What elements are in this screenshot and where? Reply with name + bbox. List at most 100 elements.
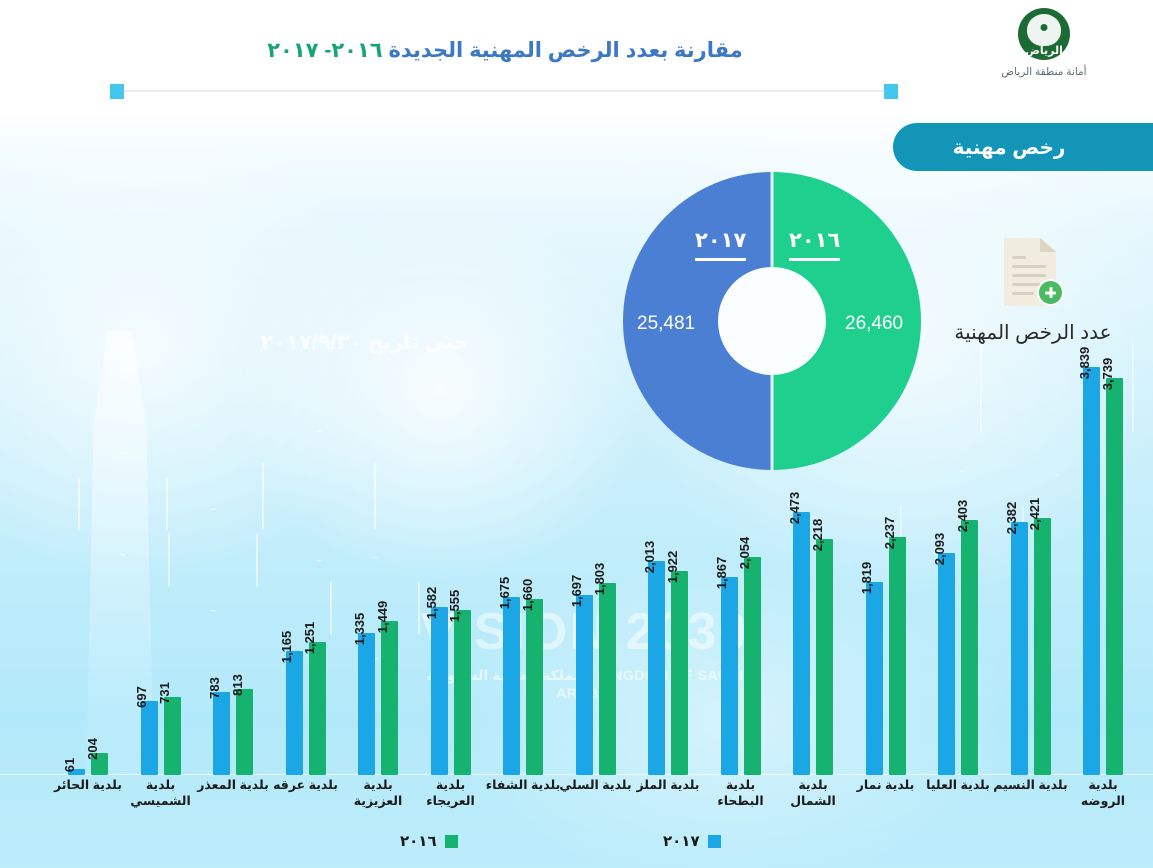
- bar-column: 783: [207, 677, 230, 775]
- legend-item-2017: ٢٠١٧: [663, 832, 721, 850]
- bar-value-label: 1,251: [302, 621, 317, 655]
- category-label: بلدية الشمال: [790, 778, 836, 808]
- bar-column: 2,421: [1027, 497, 1051, 775]
- bar-column: 1,675: [497, 577, 520, 775]
- bar-column: 1,335: [352, 613, 375, 775]
- bar-column: 813: [230, 674, 253, 775]
- bar: [91, 753, 108, 775]
- bar-column: 2,403: [955, 499, 978, 775]
- bar-column: 2,013: [642, 541, 665, 775]
- donut-label-2016: ٢٠١٦: [789, 228, 841, 261]
- bar-group: 2,421 2,382: [1001, 330, 1061, 775]
- bar: [453, 609, 471, 775]
- bar-column: 1,251: [302, 622, 326, 775]
- bar-column: 204: [85, 738, 108, 775]
- bar-column: 1,867: [714, 556, 738, 775]
- bar: [430, 606, 448, 775]
- bar: [865, 581, 883, 775]
- bar-column: 3,839: [1077, 347, 1100, 775]
- page-title-years: ٢٠١٦- ٢٠١٧: [267, 39, 383, 62]
- bar-value-label: 1,660: [519, 578, 535, 611]
- bar: [1010, 521, 1028, 775]
- bar-column: 2,093: [932, 532, 955, 775]
- bar-value-label: 2,382: [1004, 501, 1019, 535]
- section-badge-label: رخص مهنية: [952, 136, 1066, 159]
- section-badge: رخص مهنية: [893, 123, 1153, 171]
- bar-group: 1,251 1,165: [276, 330, 336, 775]
- bar-column: 2,218: [810, 519, 833, 775]
- header-divider-cap-left: [110, 84, 124, 99]
- bar-group: 1,555 1,582: [421, 330, 481, 775]
- bar: [526, 598, 543, 775]
- header-divider-cap-right: [884, 84, 898, 99]
- bar-column: 2,382: [1004, 502, 1028, 775]
- category-label: بلدية الملز: [636, 778, 700, 792]
- plus-badge-icon: [1037, 279, 1064, 306]
- donut-chart: ٢٠١٦ ٢٠١٧ 26,460 25,481: [623, 172, 921, 470]
- bar: [648, 561, 665, 775]
- category-label: بلدية الروضه: [1080, 778, 1126, 808]
- bar-group: 1,922 2,013: [638, 330, 698, 775]
- category-label: بلدية العريجاء: [426, 778, 475, 808]
- bar: [888, 537, 906, 775]
- bar-value-label: 2,013: [641, 540, 657, 574]
- bar-value-label: 1,449: [374, 600, 390, 634]
- bar-value-label: 2,054: [737, 536, 752, 569]
- bar-group: 2,403 2,093: [928, 330, 988, 775]
- bar-column: 1,660: [520, 578, 543, 775]
- legend-swatch-2016: [444, 834, 458, 848]
- bar-value-label: 2,093: [931, 532, 947, 565]
- page-title-main: مقارنة بعدد الرخص المهنية الجديدة: [388, 39, 743, 62]
- riyadh-municipality-logo-icon: الرياض: [1018, 8, 1070, 60]
- bar-value-label: 3,739: [1099, 357, 1115, 390]
- legend-label-2017: ٢٠١٧: [663, 833, 700, 850]
- document-text-line: [1012, 265, 1046, 268]
- bar: [938, 552, 955, 775]
- bar-column: 1,165: [279, 631, 303, 775]
- category-label: بلدية السلي: [559, 778, 632, 792]
- bar-value-label: 2,473: [786, 491, 802, 525]
- category-label: بلدية العليا: [926, 778, 990, 792]
- donut-value-2017: 25,481: [637, 313, 696, 334]
- bar-value-label: 1,803: [592, 563, 607, 596]
- bar-column: 1,449: [375, 601, 398, 775]
- bar: [68, 768, 85, 775]
- bar-column: 61: [62, 757, 85, 775]
- bar-value-label: 3,839: [1076, 346, 1092, 380]
- bar-value-label: 731: [157, 682, 172, 705]
- category-label: بلدية العزيزية: [353, 778, 403, 808]
- bar-column: 731: [157, 682, 181, 775]
- metric-block: عدد الرخص المهنية: [948, 238, 1118, 346]
- category-label: بلدية الشفاء: [485, 778, 561, 792]
- bar-column: 1,819: [859, 561, 883, 775]
- bar: [381, 621, 398, 775]
- bar: [163, 697, 181, 775]
- bar: [816, 539, 833, 775]
- bar: [961, 519, 978, 775]
- bar: [671, 570, 688, 775]
- bar-value-label: 2,403: [954, 499, 970, 532]
- bar-value-label: 1,697: [569, 574, 584, 607]
- document-text-line: [1012, 283, 1046, 286]
- logo-emblem-dot: [1040, 24, 1048, 31]
- bar-group: 1,449 1,335: [348, 330, 408, 775]
- bar-value-label: 1,675: [496, 576, 512, 610]
- bar-value-label: 1,582: [424, 586, 439, 620]
- bar-column: 1,803: [592, 563, 616, 775]
- bar: [1083, 367, 1100, 775]
- bar: [793, 512, 810, 775]
- bar-value-label: 813: [229, 673, 245, 696]
- bar-group: 813 783: [203, 330, 263, 775]
- bar: [358, 633, 375, 775]
- header: مقارنة بعدد الرخص المهنية الجديدة ٢٠١٦- …: [0, 0, 1153, 112]
- category-label: بلدية الحائر: [54, 778, 122, 792]
- bar-value-label: 1,555: [447, 589, 462, 623]
- bar-value-label: 2,421: [1027, 497, 1042, 530]
- category-label: بلدية الشميسي: [130, 778, 191, 808]
- bar: [140, 700, 158, 775]
- category-label: بلدية البطحاء: [717, 778, 764, 808]
- bar: [213, 691, 230, 775]
- bar-chart: 3,739 3,839 2,421 2,382 2,403 2,093 2,237 1,819…: [0, 330, 1153, 775]
- bar-value-label: 783: [206, 676, 222, 699]
